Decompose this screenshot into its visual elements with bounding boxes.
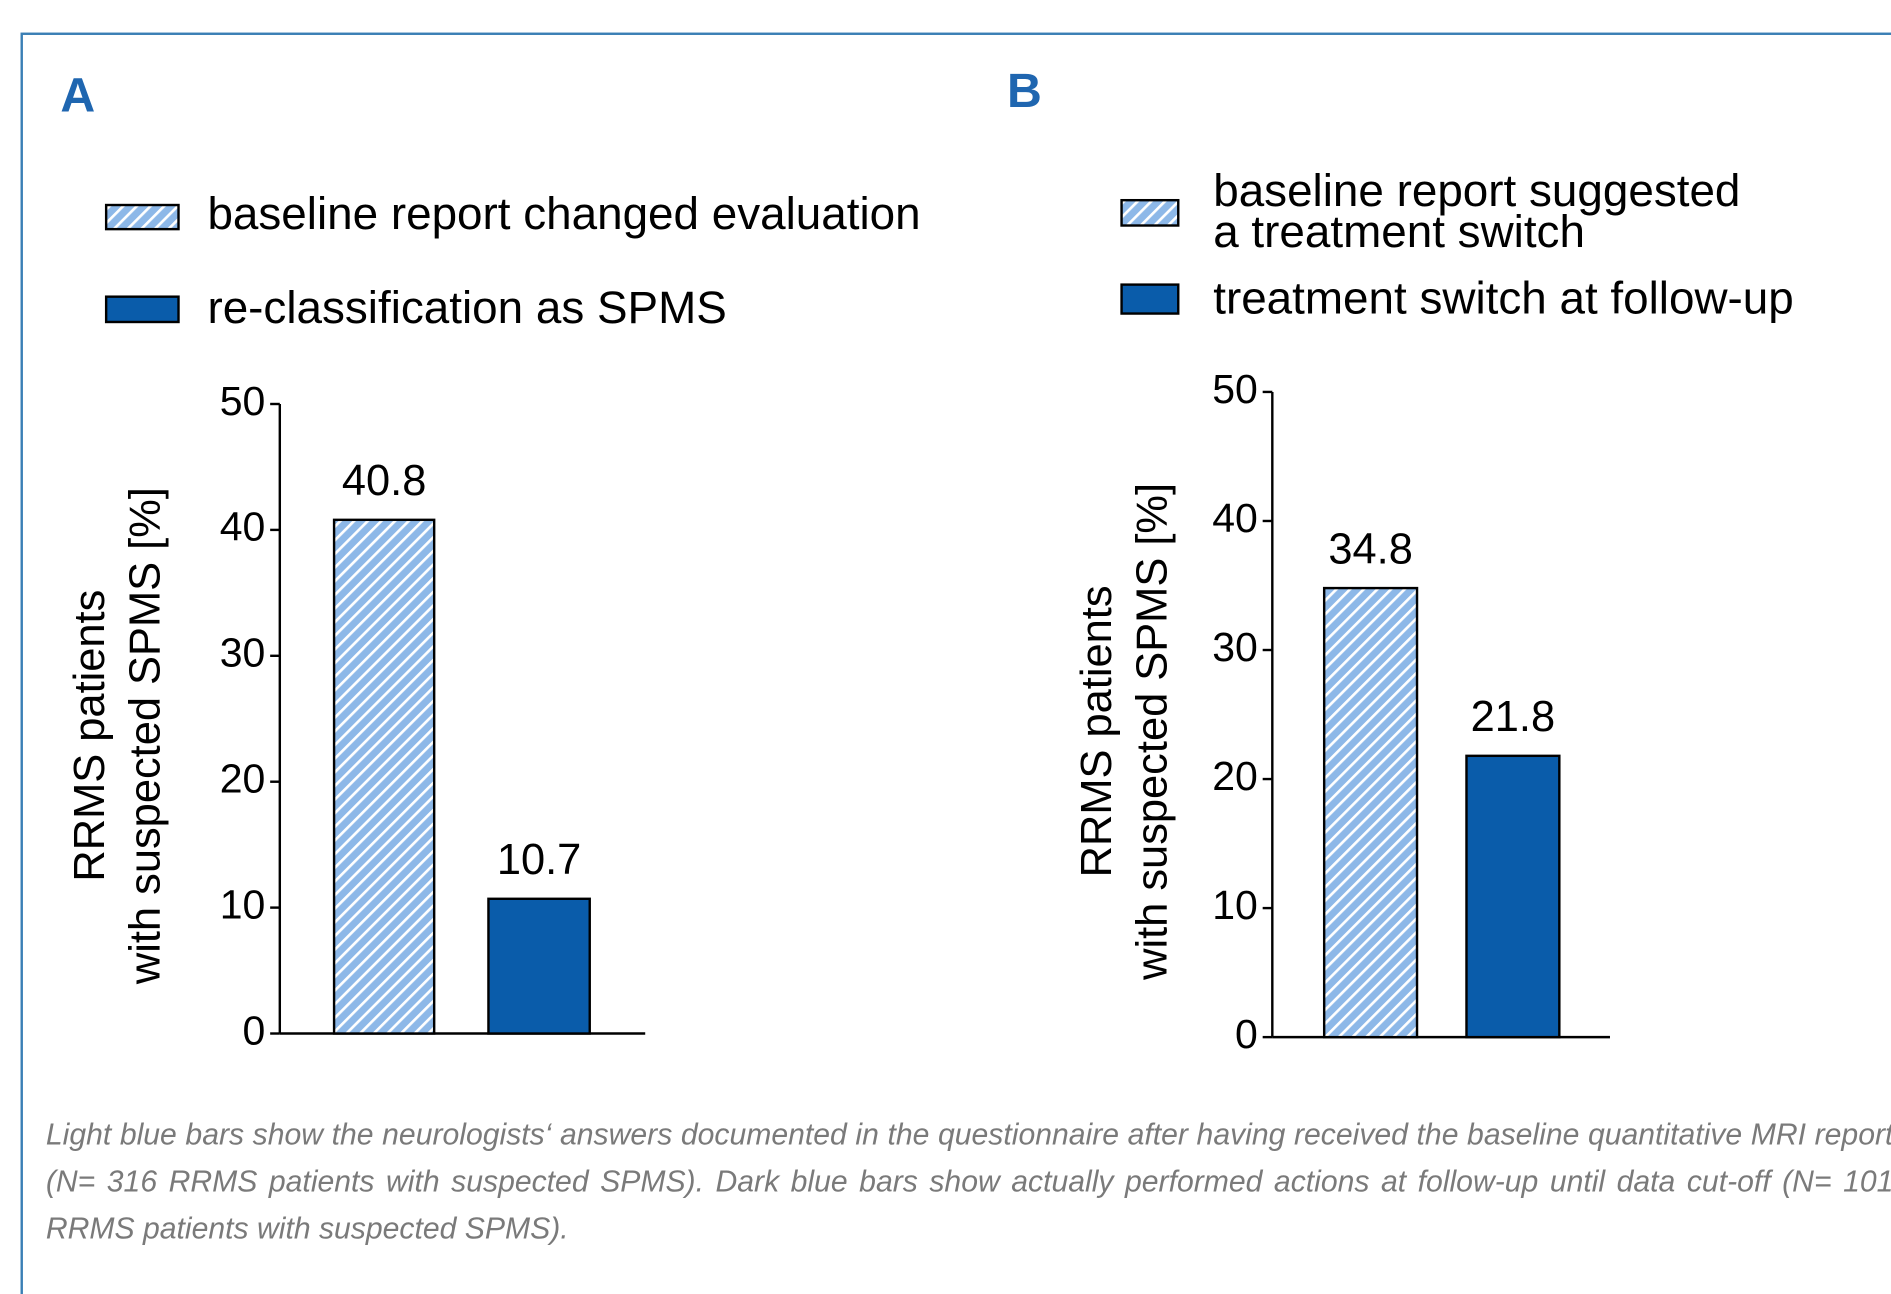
y-tick-label: 50: [220, 378, 266, 424]
y-tick-label: 0: [1235, 1011, 1258, 1057]
bar: [1465, 754, 1561, 1039]
legend-swatch: [104, 203, 180, 231]
y-tick-label: 20: [1212, 753, 1258, 799]
value-label: 34.8: [1328, 525, 1412, 573]
bar: [332, 518, 436, 1035]
y-tick-label: 10: [1212, 882, 1258, 928]
legend-label: baseline report changed evaluation: [207, 188, 920, 239]
legend-label: treatment switch at follow-up: [1213, 273, 1794, 324]
caption-box: Light blue bars show the neurologists‘ a…: [45, 1117, 1891, 1246]
frame: [20, 32, 1891, 1294]
y-axis-label: RRMS patients with suspected SPMS [%]: [1073, 483, 1176, 981]
bar: [1322, 586, 1419, 1039]
value-label: 10.7: [497, 836, 581, 884]
panel-label: B: [1007, 64, 1042, 118]
caption: Light blue bars show the neurologists‘ a…: [45, 1117, 1891, 1246]
legend-swatch: [1120, 198, 1180, 227]
legend-swatch: [104, 295, 180, 324]
legend-swatch: [1120, 283, 1180, 315]
value-label: 21.8: [1471, 693, 1555, 741]
value-label: 40.8: [342, 457, 426, 505]
y-tick-label: 50: [1212, 366, 1258, 412]
legend-label: re-classification as SPMS: [207, 282, 726, 333]
y-tick-label: 40: [1212, 495, 1258, 541]
y-tick-label: 10: [220, 881, 266, 927]
y-tick-label: 20: [220, 756, 266, 802]
y-tick-label: 40: [220, 504, 266, 550]
y-tick-label: 0: [243, 1007, 266, 1053]
y-tick-label: 30: [1212, 624, 1258, 670]
legend-label: baseline report suggested a treatment swi…: [1213, 165, 1740, 257]
panel-label: A: [60, 69, 95, 123]
y-axis-label: RRMS patients with suspected SPMS [%]: [66, 487, 169, 985]
bar: [487, 897, 591, 1035]
y-tick-label: 30: [220, 630, 266, 676]
